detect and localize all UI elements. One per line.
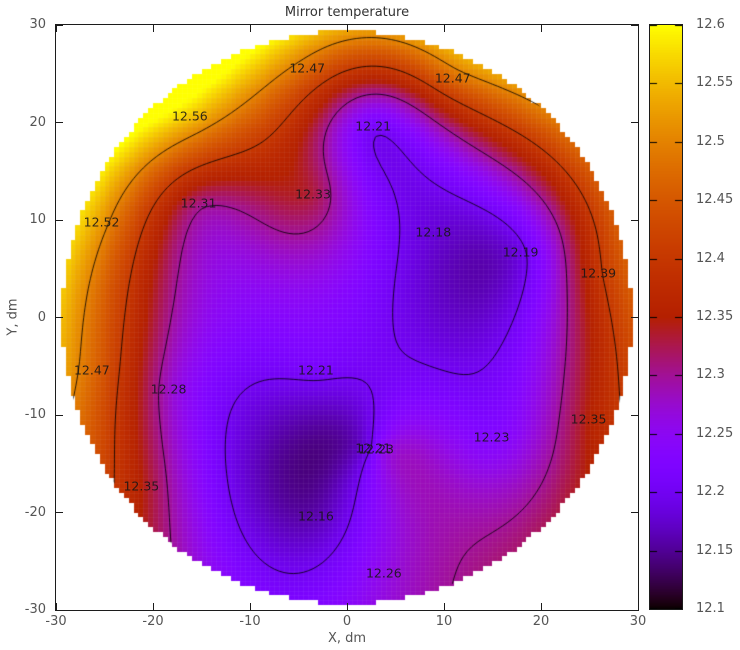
y-tick xyxy=(631,219,638,221)
y-tick xyxy=(631,317,638,318)
y-tick xyxy=(56,317,63,318)
x-axis-label: X, dm xyxy=(327,631,367,646)
y-tick-label: -20 xyxy=(24,504,46,520)
x-tick-label: 0 xyxy=(342,614,352,629)
y-tick xyxy=(631,122,638,123)
x-tick xyxy=(55,25,57,32)
y-tick xyxy=(631,414,638,416)
heatmap-canvas xyxy=(56,25,638,610)
x-tick xyxy=(346,25,348,32)
y-tick-label: -30 xyxy=(24,602,46,617)
colorbar-tick-label: 12.2 xyxy=(696,484,725,500)
y-tick xyxy=(56,609,63,611)
y-tick-label: 30 xyxy=(29,17,46,32)
x-tick xyxy=(443,603,445,610)
x-tick-label: 10 xyxy=(435,614,453,629)
plot-area: 12.47 12.47 12.56 12.21 12.33 12.31 12.52 12.18… xyxy=(55,24,639,611)
colorbar-tick-label: 12.6 xyxy=(696,17,725,32)
y-tick xyxy=(56,219,63,221)
colorbar-tick-label: 12.5 xyxy=(696,133,725,149)
x-tick xyxy=(540,603,542,610)
y-tick-label: 0 xyxy=(37,309,46,325)
x-tick xyxy=(540,25,542,32)
x-tick xyxy=(152,25,154,32)
y-tick xyxy=(56,414,63,416)
x-tick xyxy=(637,603,639,610)
y-tick xyxy=(631,609,638,611)
x-tick xyxy=(443,25,445,32)
x-tick-label: 20 xyxy=(532,614,550,629)
colorbar-tick-label: 12.35 xyxy=(696,309,734,324)
x-tick xyxy=(55,603,57,610)
y-tick xyxy=(56,24,63,26)
y-tick xyxy=(56,512,63,513)
colorbar-tick-label: 12.3 xyxy=(696,367,725,383)
colorbar-tick-label: 12.15 xyxy=(696,542,734,558)
colorbar-tick-label: 12.25 xyxy=(696,425,734,441)
y-tick xyxy=(631,512,638,513)
y-tick-label: 10 xyxy=(29,212,46,227)
x-tick-label: -30 xyxy=(45,614,67,629)
colorbar-canvas xyxy=(650,25,682,609)
x-tick-label: 30 xyxy=(629,614,647,629)
colorbar-tick-label: 12.1 xyxy=(696,601,725,616)
x-tick xyxy=(249,25,251,32)
x-tick-label: -20 xyxy=(142,614,164,629)
y-tick xyxy=(56,122,63,123)
colorbar-tick-label: 12.45 xyxy=(696,192,734,208)
colorbar-tick-label: 12.55 xyxy=(696,75,734,91)
y-tick-label: -10 xyxy=(24,407,46,422)
chart-title: Mirror temperature xyxy=(284,5,410,20)
y-tick-label: 20 xyxy=(29,114,46,130)
x-tick xyxy=(637,25,639,32)
x-tick-label: -10 xyxy=(239,614,261,629)
x-tick xyxy=(152,603,154,610)
y-tick xyxy=(631,24,638,26)
x-tick xyxy=(249,603,251,610)
colorbar xyxy=(649,24,683,610)
colorbar-tick-label: 12.4 xyxy=(696,250,725,266)
x-tick xyxy=(346,603,348,610)
